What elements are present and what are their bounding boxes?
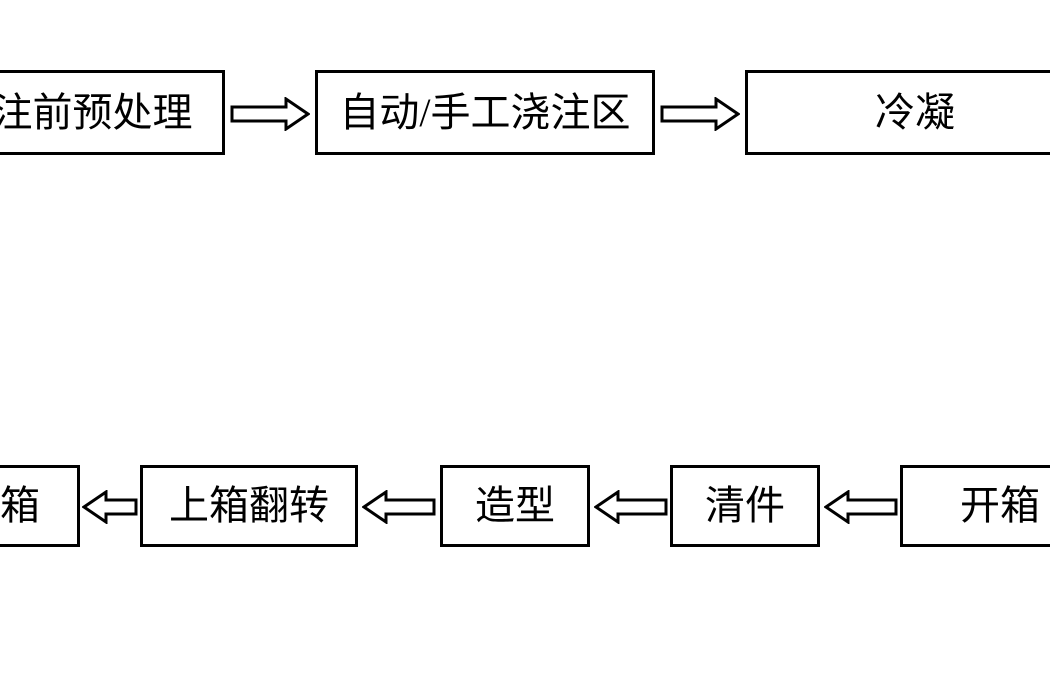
flow-node-label: 清件 [705, 484, 785, 528]
flow-arrow-n5-n4 [82, 490, 138, 524]
flow-node-n7: 清件 [670, 465, 820, 547]
flow-node-label: 注前预处理 [0, 91, 193, 135]
flow-arrow-n7-n6 [594, 490, 668, 524]
flow-node-n4: 合箱 [0, 465, 80, 547]
flow-arrow-n1-n2 [230, 97, 310, 131]
flow-arrow-n8-n7 [824, 490, 898, 524]
flow-node-n8: 开箱 [900, 465, 1050, 547]
flow-node-n2: 自动/手工浇注区 [315, 70, 655, 155]
flow-arrow-n2-n3 [660, 97, 740, 131]
flow-node-label: 自动/手工浇注区 [339, 91, 630, 135]
flow-node-label: 冷凝 [875, 91, 955, 135]
flow-node-label: 造型 [475, 484, 555, 528]
flowchart-stage: 注前预处理 自动/手工浇注区 冷凝合箱 上箱翻转 造型 清件 开箱 [0, 0, 1050, 700]
flow-node-label: 合箱 [0, 484, 40, 528]
flow-node-n6: 造型 [440, 465, 590, 547]
flow-node-n5: 上箱翻转 [140, 465, 358, 547]
flow-node-label: 上箱翻转 [169, 484, 329, 528]
flow-node-n1: 注前预处理 [0, 70, 225, 155]
flow-node-n3: 冷凝 [745, 70, 1050, 155]
flow-node-label: 开箱 [960, 484, 1040, 528]
flow-arrow-n6-n5 [362, 490, 436, 524]
